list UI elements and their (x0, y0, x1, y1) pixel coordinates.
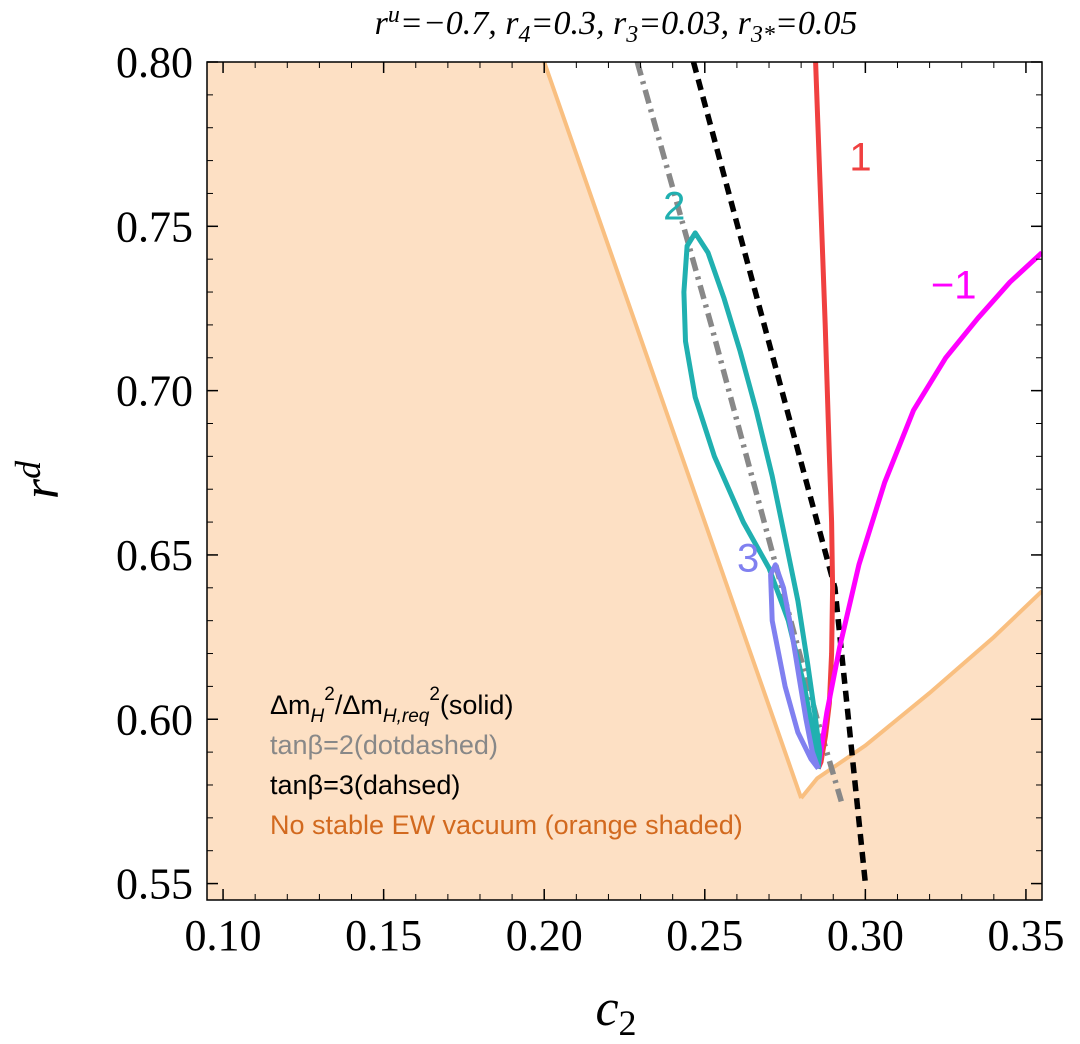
x-tick-label: 0.25 (666, 911, 743, 960)
shaded-region-layer (207, 62, 1042, 900)
curve-label: −1 (931, 264, 977, 308)
x-tick-label: 0.10 (185, 911, 262, 960)
x-tick-label: 0.15 (345, 911, 422, 960)
y-tick-label: 0.60 (116, 695, 193, 744)
plot-frame (206, 61, 1043, 901)
legend-entry: No stable EW vacuum (orange shaded) (270, 810, 743, 840)
curve-label: 1 (849, 135, 871, 179)
legend-entry: tanβ=3(dahsed) (270, 770, 460, 800)
x-tick-label: 0.20 (506, 911, 583, 960)
y-tick-label: 0.70 (116, 367, 193, 416)
series-ratio-minus-1 (815, 250, 1042, 769)
series-ratio-3 (768, 562, 821, 771)
curve-label: 2 (663, 185, 685, 229)
y-tick-label: 0.75 (116, 202, 193, 251)
shaded-region-fill (207, 62, 1042, 900)
curve-labels-layer: 1 −1 2 3 (663, 135, 976, 580)
y-tick-label: 0.65 (116, 531, 193, 580)
legend-entry: tanβ=2(dotdashed) (270, 730, 498, 760)
y-tick-label: 0.80 (116, 38, 193, 87)
x-axis-title: c2 (595, 980, 636, 1043)
y-tick-label: 0.55 (116, 860, 193, 909)
chart-title: ru=−0.7, r4=0.3, r3=0.03, r3*=0.05 (375, 2, 858, 48)
shaded-left-boundary (542, 62, 804, 799)
shaded-right-boundary (799, 589, 1042, 800)
x-tick-label: 0.30 (827, 911, 904, 960)
x-tick-label: 0.35 (987, 911, 1064, 960)
series-ratio-1 (813, 62, 836, 770)
legend-entry: ΔmH2/ΔmH,req2(solid) (270, 684, 513, 727)
legend: ΔmH2/ΔmH,req2(solid)tanβ=2(dotdashed) tan… (270, 684, 743, 840)
y-axis-title: rd (8, 460, 70, 499)
ticks-layer: 0.10 0.15 0.20 0.25 0.30 0.35 0.55 0.60 0.65 0.70… (116, 38, 1064, 960)
series-ratio-2 (681, 230, 823, 769)
curve-label: 3 (737, 536, 759, 580)
series-layer (634, 62, 1042, 884)
series-tanbeta-2 (634, 62, 844, 803)
